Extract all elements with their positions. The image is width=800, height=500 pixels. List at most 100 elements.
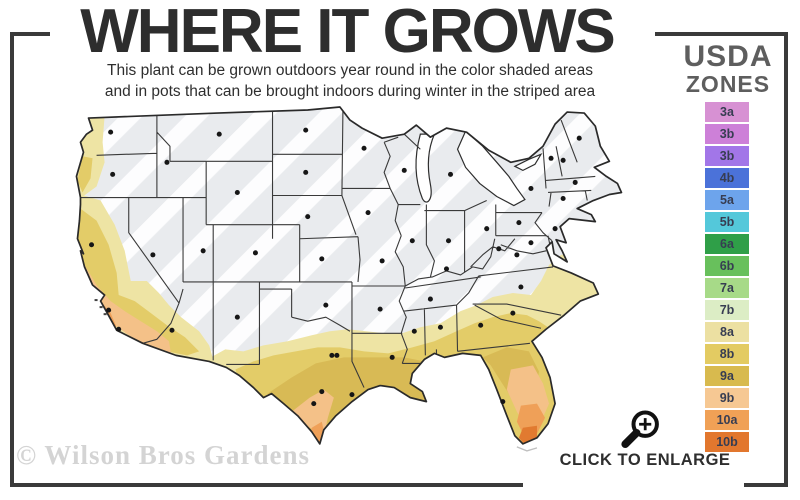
legend-zone-7b: 7b (705, 299, 749, 321)
state-dot (560, 157, 566, 163)
legend-zone-9a: 9a (705, 365, 749, 387)
legend-zone-10a: 10a (705, 409, 749, 431)
state-dot (305, 214, 311, 220)
state-dot (411, 328, 417, 334)
state-dot (389, 354, 395, 360)
us-outline (75, 106, 623, 445)
state-dot (443, 266, 449, 272)
legend-zone-5a: 5a (705, 189, 749, 211)
legend-zone-8a: 8a (705, 321, 749, 343)
state-dot (445, 238, 452, 244)
legend-title-zones: ZONES (685, 71, 771, 97)
state-dot (377, 306, 383, 312)
legend-zone-label: 8a (720, 325, 734, 340)
state-dot (500, 399, 506, 405)
state-dots (89, 127, 582, 407)
state-dot (234, 189, 240, 195)
state-dot (216, 131, 222, 137)
legend-zone-label: 4b (719, 171, 735, 186)
watermark: © Wilson Bros Gardens (16, 440, 310, 470)
usda-zones-legend: 3a 3b 3b 4b 5a 5b 6a 6b 7a 7b 8a 8b 9a 9b 10a 10b (705, 102, 751, 454)
subtitle: This plant can be grown outdoors year ro… (40, 60, 660, 103)
state-dot (496, 246, 502, 252)
state-dot (510, 310, 516, 316)
magnifier-zoom-icon[interactable] (614, 406, 666, 458)
legend-zone-8b: 8b (705, 343, 749, 365)
state-dot (164, 159, 170, 165)
legend-zone-3b: 3b (705, 145, 749, 167)
legend-zone-3b: 3b (705, 123, 749, 145)
state-dot (528, 185, 534, 191)
legend-zone-label: 6a (720, 237, 734, 252)
state-dot (361, 145, 367, 151)
frame-top-left-segment (10, 32, 50, 36)
zone-region-9b-texas (291, 389, 334, 436)
legend-zone-6a: 6a (705, 233, 749, 255)
zone-region-8b-oregon-coast (77, 156, 93, 193)
lake-michigan (415, 133, 436, 203)
state-dot (116, 326, 122, 332)
state-dot (334, 352, 340, 358)
state-dot (89, 242, 95, 248)
legend-zone-label: 8b (719, 347, 735, 362)
legend-zone-label: 5a (720, 193, 734, 208)
legend-zone-label: 10b (716, 434, 738, 449)
legend-zone-label: 9b (719, 390, 735, 405)
frame-bottom-right-segment (744, 483, 788, 487)
subtitle-line-2: and in pots that can be brought indoors … (104, 83, 596, 101)
state-dot (200, 248, 206, 254)
click-to-enlarge-button[interactable]: CLICK TO ENLARGE (559, 451, 731, 469)
state-dot (323, 302, 329, 308)
florida-keys (516, 446, 538, 452)
state-dot (150, 252, 156, 258)
us-zone-map-svg (75, 106, 623, 452)
state-dot (409, 238, 415, 244)
state-dot (106, 307, 112, 313)
state-dot (447, 171, 454, 177)
state-dot (108, 129, 114, 135)
state-dot (518, 284, 524, 290)
legend-zone-label: 6b (719, 259, 735, 274)
state-dot (427, 296, 433, 302)
us-zone-map (66, 104, 650, 473)
state-dot (548, 155, 554, 161)
state-dot (349, 392, 355, 398)
frame-top-right-segment (655, 32, 788, 36)
state-dot (329, 352, 335, 358)
lake-ontario (513, 153, 543, 172)
state-dot (552, 226, 558, 232)
legend-zone-label: 9a (720, 369, 734, 383)
state-dot (303, 169, 309, 175)
legend-zone-label: 3b (719, 149, 735, 164)
state-dot (572, 179, 578, 185)
state-dot (528, 240, 534, 246)
legend-zone-5b: 5b (705, 211, 749, 233)
legend-zone-9b: 9b (705, 387, 749, 409)
legend-title-usda: USDA (683, 40, 773, 73)
state-dot (252, 250, 258, 256)
state-dot (169, 327, 175, 333)
legend-zone-6b: 6b (705, 255, 749, 277)
page-title: WHERE IT GROWS (80, 0, 615, 66)
state-dot (303, 127, 309, 133)
state-dot (437, 324, 443, 330)
state-dot (401, 167, 407, 173)
state-borders (80, 111, 596, 388)
zone-region-9b-southwest (80, 264, 171, 354)
state-dot (319, 256, 325, 262)
frame-right (784, 32, 788, 487)
state-dot (576, 135, 582, 141)
channel-islands (94, 299, 107, 316)
state-dot (110, 171, 116, 177)
state-dot (365, 210, 371, 216)
state-dot (484, 226, 490, 232)
frame-left (10, 32, 14, 487)
state-dot (234, 314, 240, 320)
legend-zone-label: 7a (720, 281, 734, 296)
state-dot (516, 220, 522, 226)
state-dot (311, 401, 317, 407)
state-dot (478, 322, 484, 328)
zone-region-8b-california (76, 208, 200, 356)
legend-zone-3a: 3a (705, 102, 749, 123)
